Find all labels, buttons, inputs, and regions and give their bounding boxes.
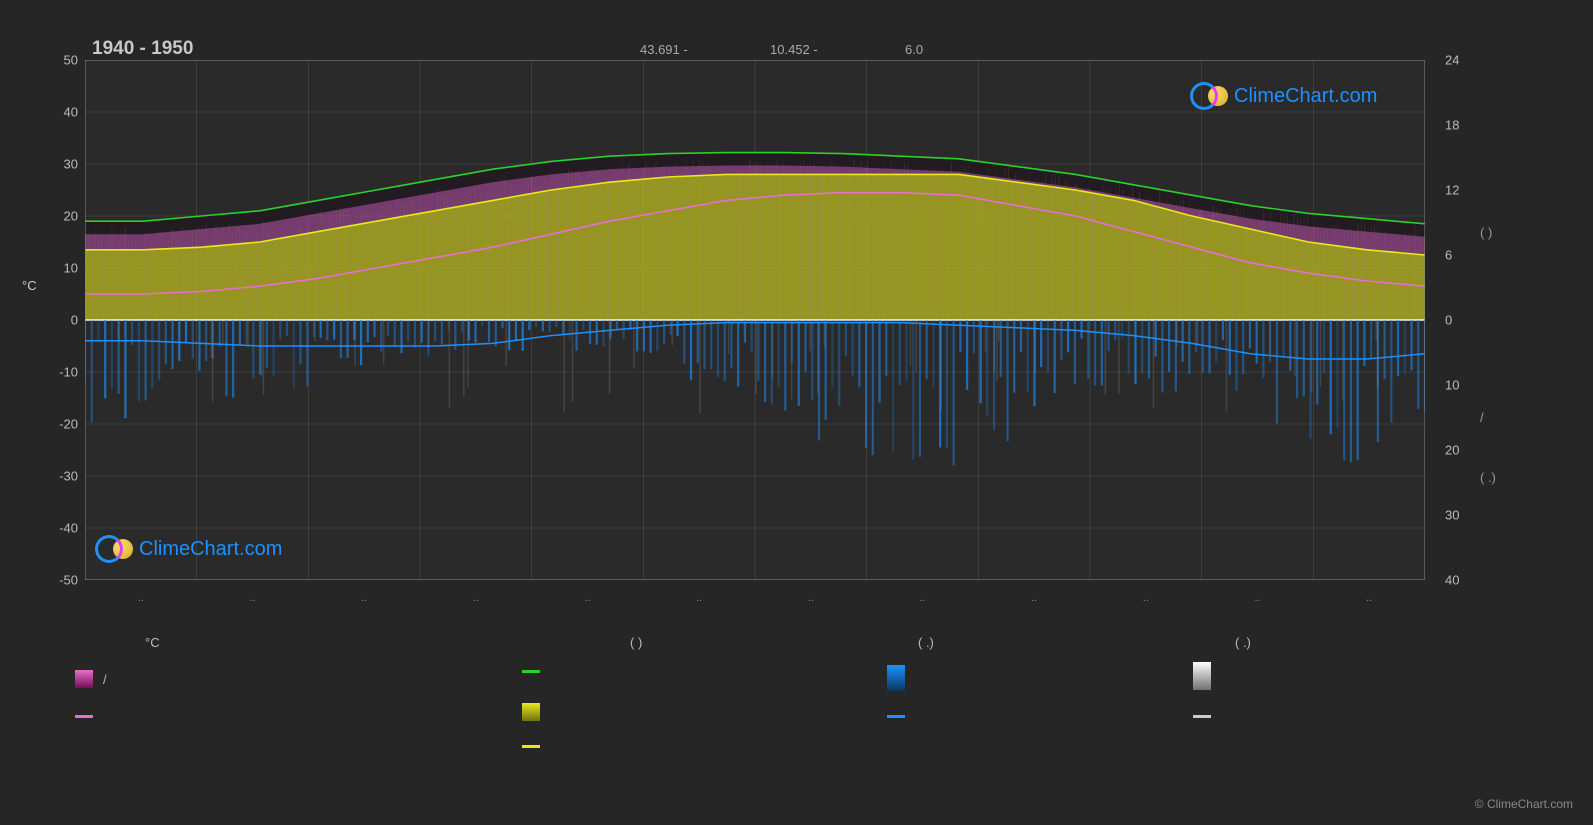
copyright: © ClimeChart.com [1475, 797, 1573, 811]
y-right-tick: 10 [1445, 378, 1485, 393]
y-left-tick: -40 [38, 521, 78, 536]
y-left-tick: 20 [38, 209, 78, 224]
chart-plot [85, 60, 1425, 580]
grey-line-icon [1193, 715, 1211, 718]
pink-line-icon [75, 715, 93, 718]
logo-c-icon [95, 535, 123, 563]
yellow-swatch-icon [522, 703, 540, 721]
yellow-line-icon [522, 745, 540, 748]
x-tick: .. [249, 592, 255, 604]
legend-item-green-line [522, 670, 540, 673]
y-left-tick: 50 [38, 53, 78, 68]
y-right-tick: 0 [1445, 313, 1485, 328]
brand-text: ClimeChart.com [139, 538, 282, 561]
y-left-tick: -30 [38, 469, 78, 484]
legend-header-4: ( .) [1235, 635, 1251, 650]
x-tick: .. [1254, 592, 1260, 604]
y-left-tick: 0 [38, 313, 78, 328]
chart-title: 1940 - 1950 [92, 38, 193, 60]
legend-header-3: ( .) [918, 635, 934, 650]
legend-item-yellow-swatch [522, 703, 540, 721]
y-right-sym-3: ( .) [1480, 470, 1496, 485]
x-tick: .. [696, 592, 702, 604]
x-tick: .. [361, 592, 367, 604]
x-tick: .. [1366, 592, 1372, 604]
y-right-sym-1: ( ) [1480, 225, 1492, 240]
coord-lat: 43.691 - [640, 42, 688, 57]
y-left-tick: 40 [38, 105, 78, 120]
coord-lon: 10.452 - [770, 42, 818, 57]
green-line-icon [522, 670, 540, 673]
legend-item-grey-line [1193, 715, 1211, 718]
blue-swatch-icon [887, 665, 905, 691]
magenta-swatch-icon [75, 670, 93, 688]
y-right-tick: 20 [1445, 443, 1485, 458]
x-tick: .. [473, 592, 479, 604]
logo-c-icon [1190, 82, 1218, 110]
x-tick: .. [584, 592, 590, 604]
y-right-tick: 40 [1445, 573, 1485, 588]
legend-header-1: °C [145, 635, 160, 650]
x-tick: .. [919, 592, 925, 604]
y-left-tick: -10 [38, 365, 78, 380]
y-right-tick: 12 [1445, 183, 1485, 198]
y-left-tick: 10 [38, 261, 78, 276]
y-left-tick: -50 [38, 573, 78, 588]
white-swatch-icon [1193, 662, 1211, 690]
brand-logo-bottom: ClimeChart.com [95, 535, 282, 563]
y-left-tick: -20 [38, 417, 78, 432]
legend-item-pink-line [75, 715, 93, 718]
x-tick: .. [1143, 592, 1149, 604]
y-right-tick: 6 [1445, 248, 1485, 263]
legend-item-white-swatch [1193, 662, 1211, 690]
blue-line-icon [887, 715, 905, 718]
legend-item-blue-line [887, 715, 905, 718]
x-tick: .. [1031, 592, 1037, 604]
legend-item-yellow-line [522, 745, 540, 748]
coord-alt: 6.0 [905, 42, 923, 57]
legend-header-2: ( ) [630, 635, 642, 650]
y-axis-left-label: °C [22, 278, 37, 293]
legend-label: / [103, 672, 107, 687]
y-right-tick: 24 [1445, 53, 1485, 68]
y-right-sym-2: / [1480, 410, 1484, 425]
y-right-tick: 18 [1445, 118, 1485, 133]
chart-svg [85, 60, 1425, 580]
brand-logo-top: ClimeChart.com [1190, 82, 1377, 110]
legend-item-blue-swatch [887, 665, 905, 691]
brand-text: ClimeChart.com [1234, 85, 1377, 108]
y-right-tick: 30 [1445, 508, 1485, 523]
x-tick: .. [808, 592, 814, 604]
legend-item-magenta: / [75, 670, 107, 688]
x-tick: .. [138, 592, 144, 604]
y-left-tick: 30 [38, 157, 78, 172]
